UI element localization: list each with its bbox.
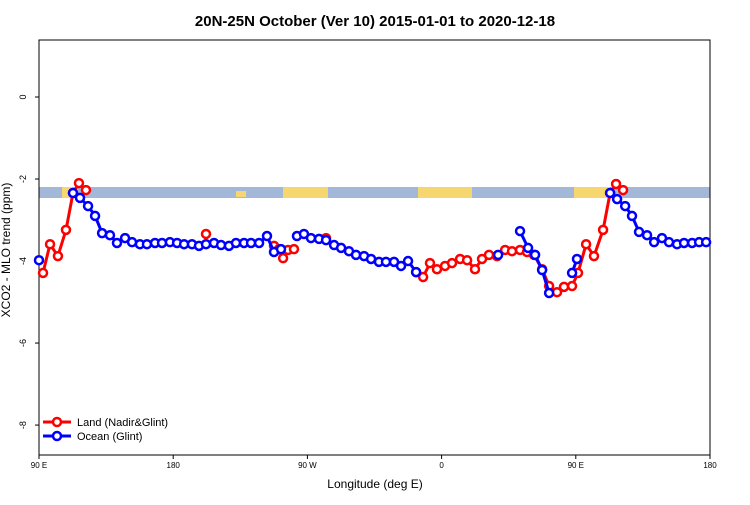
data-point: [73, 177, 85, 189]
data-point: [52, 250, 64, 262]
x-tick-label: 180: [703, 461, 717, 470]
map-ocean: [39, 187, 710, 198]
data-point: [80, 184, 92, 196]
x-tick-label: 180: [167, 461, 181, 470]
data-point: [410, 266, 422, 278]
data-point: [288, 243, 300, 255]
legend-marker: [51, 416, 63, 428]
data-point: [141, 238, 153, 250]
data-point: [663, 236, 675, 248]
data-point: [67, 187, 79, 199]
data-point: [402, 255, 414, 267]
x-tick-label: 90 E: [31, 461, 47, 470]
data-point: [461, 254, 473, 266]
y-axis-label: XCO2 - MLO trend (ppm): [0, 183, 13, 318]
data-point: [469, 263, 481, 275]
legend-marker: [51, 430, 63, 442]
data-point: [111, 237, 123, 249]
data-point: [543, 287, 555, 299]
map-land: [574, 187, 610, 198]
data-point: [44, 238, 56, 250]
data-point: [580, 238, 592, 250]
data-point: [529, 249, 541, 261]
data-point: [617, 184, 629, 196]
data-point: [82, 200, 94, 212]
data-point: [611, 193, 623, 205]
x-tick-label: 90 E: [568, 461, 584, 470]
data-point: [536, 264, 548, 276]
data-point: [514, 225, 526, 237]
data-point: [446, 257, 458, 269]
data-point: [483, 249, 495, 261]
plot-frame: [38, 39, 711, 456]
y-tick-label: -6: [18, 339, 28, 347]
chart-title: 20N-25N October (Ver 10) 2015-01-01 to 2…: [195, 13, 555, 30]
data-point: [558, 281, 570, 293]
data-point: [261, 230, 273, 242]
legend-label: Ocean (Glint): [77, 431, 142, 443]
data-point: [89, 210, 101, 222]
data-point: [395, 260, 407, 272]
map-land: [418, 187, 472, 198]
data-point: [566, 267, 578, 279]
data-point: [104, 229, 116, 241]
data-point: [200, 238, 212, 250]
x-axis-label: Longitude (deg E): [327, 477, 422, 491]
data-point: [506, 245, 518, 257]
data-point: [74, 192, 86, 204]
data-point: [619, 200, 631, 212]
data-point: [588, 250, 600, 262]
data-point: [431, 263, 443, 275]
x-tick-label: 0: [439, 461, 444, 470]
data-point: [320, 234, 332, 246]
data-point: [33, 254, 45, 266]
data-point: [648, 236, 660, 248]
data-point: [571, 253, 583, 265]
map-land: [283, 187, 328, 198]
data-point: [245, 237, 257, 249]
data-point: [200, 228, 212, 240]
data-point: [277, 252, 289, 264]
data-point: [305, 232, 317, 244]
data-point: [597, 224, 609, 236]
data-point: [350, 249, 362, 261]
data-point: [424, 257, 436, 269]
data-point: [275, 243, 287, 255]
data-point: [37, 267, 49, 279]
data-point: [230, 237, 242, 249]
data-point: [610, 178, 622, 190]
x-tick-label: 90 W: [298, 461, 317, 470]
map-land: [236, 191, 246, 197]
data-point: [678, 237, 690, 249]
data-point: [253, 237, 265, 249]
y-tick-label: -2: [18, 175, 28, 183]
data-point: [522, 242, 534, 254]
data-point: [60, 224, 72, 236]
y-tick-label: -8: [18, 421, 28, 429]
data-point: [380, 256, 392, 268]
data-point: [492, 249, 504, 261]
data-point: [417, 271, 429, 283]
data-point: [633, 226, 645, 238]
data-point: [641, 229, 653, 241]
y-tick-label: -4: [18, 257, 28, 265]
data-point: [626, 210, 638, 222]
data-point: [566, 280, 578, 292]
y-tick-label: 0: [18, 94, 28, 99]
data-point: [700, 236, 712, 248]
legend-label: Land (Nadir&Glint): [77, 417, 168, 429]
data-point: [604, 187, 616, 199]
